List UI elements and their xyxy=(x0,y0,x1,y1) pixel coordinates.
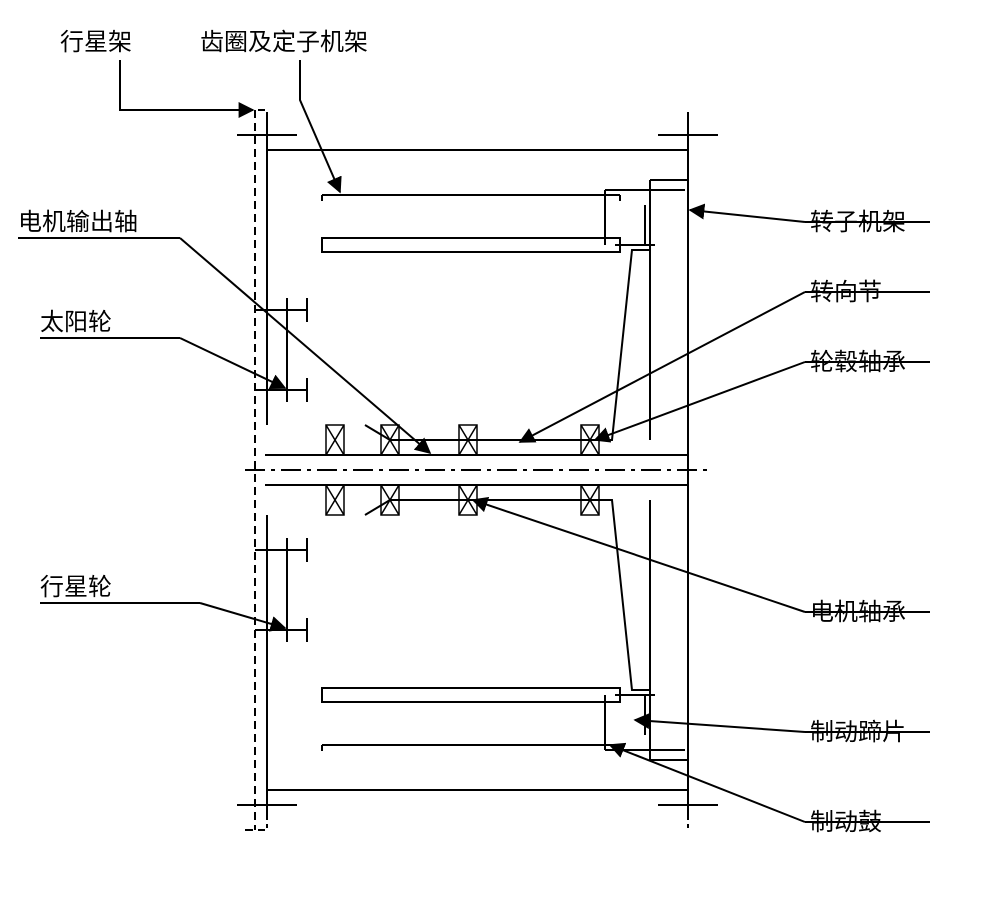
label-sun-gear: 太阳轮 xyxy=(40,309,112,336)
label-brake-drum: 制动鼓 xyxy=(810,809,882,836)
label-motor-output-shaft: 电机输出轴 xyxy=(18,209,138,236)
label-motor-bearing: 电机轴承 xyxy=(810,599,906,626)
label-planet-carrier: 行星架 xyxy=(60,29,132,56)
label-hub-bearing: 轮毂轴承 xyxy=(810,349,906,376)
label-brake-shoe: 制动蹄片 xyxy=(810,719,906,746)
label-ring-stator: 齿圈及定子机架 xyxy=(200,29,368,56)
label-steering-knuckle: 转向节 xyxy=(810,279,882,306)
label-planet-gear: 行星轮 xyxy=(40,574,112,601)
label-rotor-frame: 转子机架 xyxy=(810,209,906,236)
